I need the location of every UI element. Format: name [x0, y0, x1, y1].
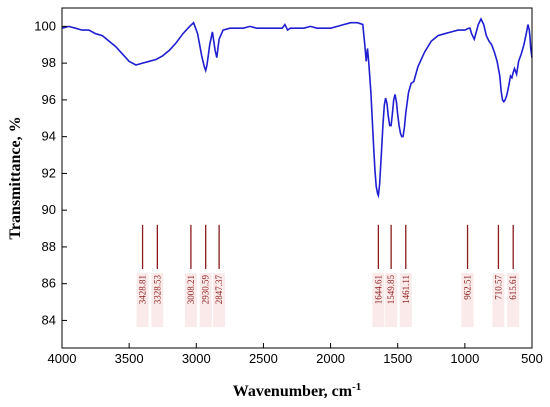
y-axis-ticks: 84 86 88 90 92 94 96 98 100 [34, 18, 67, 327]
peak-label-background [461, 272, 474, 327]
peak-label-background [399, 272, 412, 327]
x-tick-label: 1000 [450, 351, 479, 366]
x-tick-label: 2000 [316, 351, 345, 366]
plot-background [62, 8, 532, 348]
x-axis-ticks: 4000 3500 3000 2500 2000 1500 1000 500 [48, 343, 543, 366]
peak-label-background [136, 272, 149, 327]
peak-label: 615.61 [508, 275, 518, 300]
peak-label: 2847.37 [214, 274, 224, 304]
x-axis-title-superscript: -1 [352, 381, 361, 393]
peak-label: 3428.81 [138, 275, 148, 304]
peak-labels: 3428.81 3328.53 3008.21 2930.59 2847.37 1644.… [136, 272, 520, 327]
y-tick-label: 86 [42, 276, 56, 291]
peak-label-background [372, 272, 385, 327]
y-tick-label: 100 [34, 18, 56, 33]
y-tick-label: 90 [42, 202, 56, 217]
y-tick-label: 88 [42, 239, 56, 254]
spectrum-line [61, 17, 533, 199]
peak-label: 1461.11 [401, 275, 411, 304]
y-tick-label: 96 [42, 92, 56, 107]
peak-label-background [213, 272, 226, 327]
y-tick-label: 98 [42, 55, 56, 70]
y-tick-label: 92 [42, 165, 56, 180]
y-axis-title: Transmittance, % [7, 116, 24, 239]
plot-frame [61, 7, 533, 349]
peak-label: 1549.85 [386, 274, 396, 304]
x-axis-title: Wavenumber, cm-1 [233, 381, 362, 400]
x-tick-label: 4000 [48, 351, 77, 366]
peak-label: 2930.59 [201, 274, 211, 304]
peak-label: 962.51 [463, 275, 473, 300]
peak-label: 710.57 [493, 274, 503, 299]
peak-label-background [385, 272, 398, 327]
peak-label: 3008.21 [186, 275, 196, 304]
y-tick-label: 84 [42, 312, 56, 327]
x-tick-label: 3000 [182, 351, 211, 366]
peak-label: 1644.61 [373, 275, 383, 304]
peak-label-background [199, 272, 212, 327]
y-tick-label: 94 [42, 129, 56, 144]
x-tick-label: 500 [521, 351, 543, 366]
peak-label-background [151, 272, 164, 327]
peak-markers [141, 224, 514, 269]
x-tick-label: 2500 [249, 351, 278, 366]
x-tick-label: 1500 [383, 351, 412, 366]
peak-label-background [507, 272, 520, 327]
x-tick-label: 3500 [115, 351, 144, 366]
peak-label: 3328.53 [152, 274, 162, 304]
peak-label-background [184, 272, 197, 327]
peak-label-background [492, 272, 505, 327]
